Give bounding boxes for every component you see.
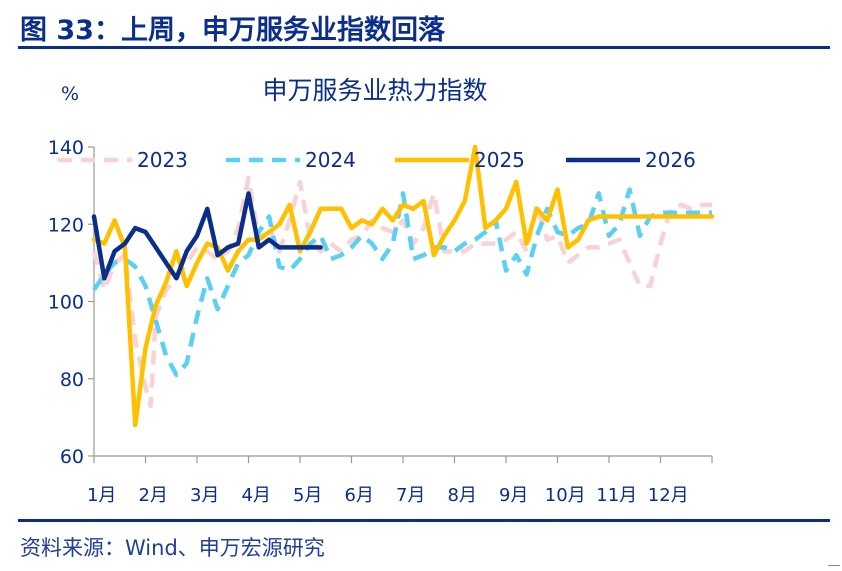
x-tick-label: 9月 bbox=[499, 485, 528, 506]
x-tick-label: 5月 bbox=[293, 485, 322, 506]
y-unit-label: % bbox=[61, 83, 79, 105]
legend: 2023 2024 2025 2026 bbox=[58, 148, 696, 172]
y-tick-label: 60 bbox=[60, 446, 84, 468]
y-tick-label: 100 bbox=[48, 292, 84, 314]
source-rule bbox=[18, 519, 830, 522]
title-rule bbox=[18, 46, 830, 49]
x-tick-label: 1月 bbox=[87, 485, 116, 506]
x-tick-label: 3月 bbox=[190, 485, 219, 506]
x-tick-label: 10月 bbox=[545, 485, 586, 506]
legend-label-2026: 2026 bbox=[645, 148, 696, 172]
series-line-2025 bbox=[91, 144, 715, 428]
y-tick-label: 80 bbox=[60, 369, 84, 391]
x-tick-label: 6月 bbox=[344, 485, 373, 506]
figure-title: 图 33：上周，申万服务业指数回落 bbox=[20, 15, 445, 46]
series-line-2026 bbox=[91, 191, 323, 281]
series-lines bbox=[91, 144, 715, 428]
y-tick-label: 140 bbox=[48, 137, 84, 159]
chart-title: 申万服务业热力指数 bbox=[262, 76, 487, 105]
x-tick-label: 8月 bbox=[447, 485, 476, 506]
legend-label-2024: 2024 bbox=[305, 148, 356, 172]
y-tick-label: 120 bbox=[48, 214, 84, 236]
x-tick-label: 7月 bbox=[396, 485, 425, 506]
corner-mark bbox=[828, 565, 840, 566]
x-tick-label: 4月 bbox=[241, 485, 270, 506]
series-line-2024 bbox=[92, 187, 712, 378]
source-note: 资料来源：Wind、申万宏源研究 bbox=[20, 536, 325, 560]
x-tick-label: 2月 bbox=[138, 485, 167, 506]
x-tick-label: 11月 bbox=[596, 485, 637, 506]
series-line-2023 bbox=[91, 175, 712, 409]
legend-label-2025: 2025 bbox=[474, 148, 525, 172]
x-tick-label: 12月 bbox=[648, 485, 689, 506]
legend-label-2023: 2023 bbox=[137, 148, 188, 172]
